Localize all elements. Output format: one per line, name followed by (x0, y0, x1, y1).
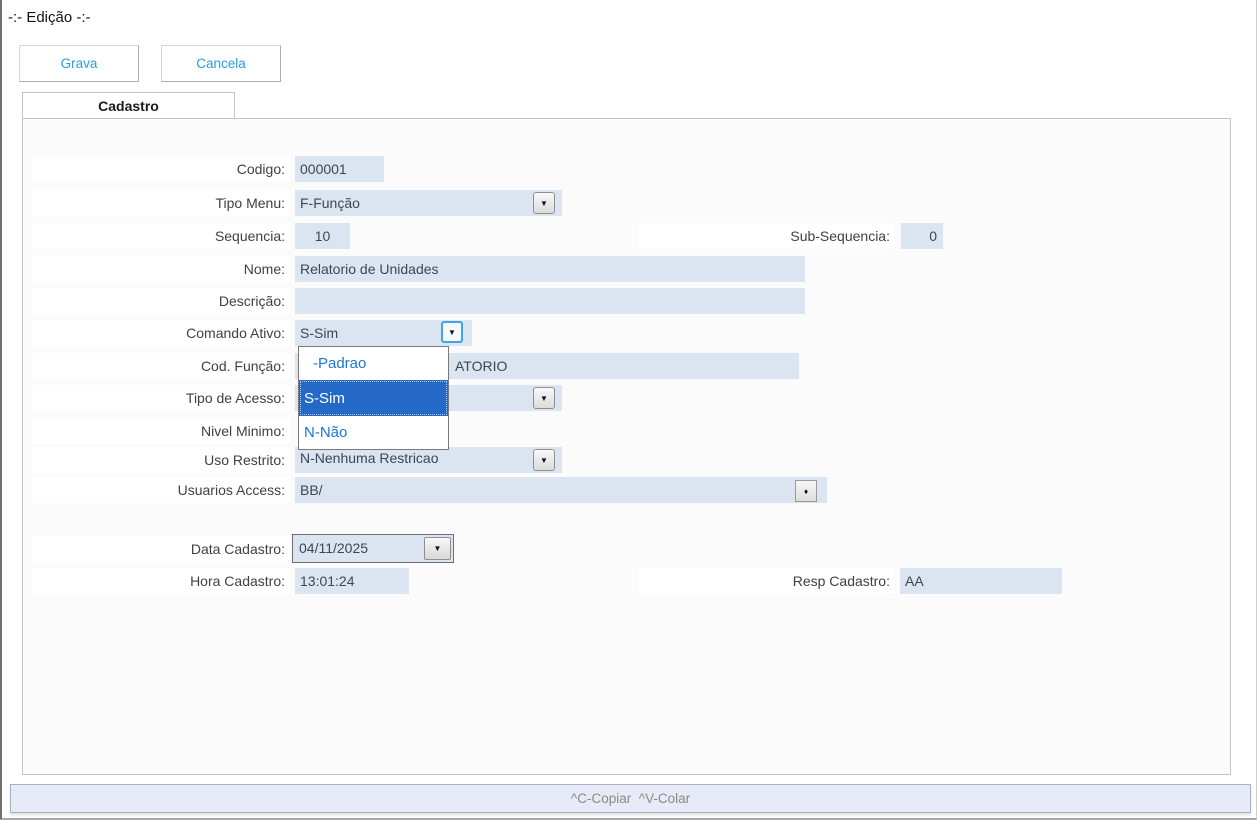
cod-funcao-label: Cod. Função: (32, 353, 290, 379)
data-cadastro-label: Data Cadastro: (32, 536, 290, 562)
uso-restrito-dropdown-button[interactable]: ▼ (533, 449, 555, 471)
chevron-down-icon: ▼ (433, 544, 442, 553)
tipo-acesso-dropdown-button[interactable]: ▼ (533, 387, 555, 409)
tipo-menu-field[interactable]: F-Função (295, 190, 562, 216)
tipo-acesso-label: Tipo de Acesso: (32, 385, 290, 411)
cod-funcao-visible-text: ATORIO (455, 358, 508, 374)
tab-cadastro[interactable]: Cadastro (22, 92, 235, 119)
codigo-field[interactable]: 000001 (295, 156, 384, 182)
sequencia-label: Sequencia: (32, 223, 290, 249)
tipo-menu-dropdown-button[interactable]: ▼ (533, 192, 555, 214)
diamond-icon: ♦ (803, 486, 809, 496)
usuarios-access-field[interactable]: BB/ (295, 477, 827, 503)
usuarios-access-label: Usuarios Access: (32, 477, 290, 503)
data-cadastro-value: 04/11/2025 (299, 540, 369, 556)
data-cadastro-dropdown-button[interactable]: ▼ (424, 537, 451, 560)
chevron-down-icon: ▼ (540, 393, 548, 403)
codigo-label: Codigo: (32, 156, 290, 182)
usuarios-access-browse-button[interactable]: ♦ (795, 480, 817, 502)
nome-label: Nome: (32, 256, 290, 282)
dropdown-option-s-sim[interactable]: S-Sim (299, 380, 448, 416)
tab-cadastro-label: Cadastro (98, 98, 159, 114)
descricao-field[interactable] (295, 288, 805, 314)
hora-cadastro-field[interactable]: 13:01:24 (295, 568, 409, 594)
nivel-minimo-label: Nivel Minimo: (32, 418, 290, 444)
comando-ativo-dropdown-button[interactable]: ▼ (441, 321, 463, 343)
uso-restrito-label: Uso Restrito: (32, 447, 290, 473)
descricao-label: Descrição: (32, 288, 290, 314)
chevron-down-icon: ▼ (540, 198, 548, 208)
chevron-down-icon: ▼ (448, 327, 456, 337)
sub-sequencia-field[interactable]: 0 (901, 223, 943, 249)
comando-ativo-label: Comando Ativo: (32, 320, 290, 346)
status-bar: ^C-Copiar ^V-Colar (10, 784, 1251, 813)
nome-field[interactable]: Relatorio de Unidades (295, 256, 805, 282)
data-cadastro-combo[interactable]: 04/11/2025 ▼ (292, 534, 454, 563)
tipo-menu-label: Tipo Menu: (32, 190, 290, 216)
hora-cadastro-label: Hora Cadastro: (32, 568, 290, 594)
window-title: -:- Edição -:- (8, 9, 91, 26)
dropdown-option-padrao[interactable]: -Padrao (313, 355, 367, 373)
sequencia-field[interactable]: 10 (295, 223, 350, 249)
chevron-down-icon: ▼ (540, 455, 548, 465)
dropdown-option-n-nao[interactable]: N-Não (304, 423, 348, 441)
sub-sequencia-label: Sub-Sequencia: (639, 223, 895, 249)
comando-ativo-dropdown-list: -Padrao S-Sim N-Não (298, 346, 449, 450)
cancela-button[interactable]: Cancela (161, 45, 281, 82)
grava-button[interactable]: Grava (19, 45, 139, 82)
resp-cadastro-field[interactable]: AA (900, 568, 1062, 594)
uso-restrito-field[interactable]: N-Nenhuma Restricao (295, 447, 562, 473)
status-bar-text: ^C-Copiar ^V-Colar (570, 791, 691, 806)
resp-cadastro-label: Resp Cadastro: (639, 568, 895, 594)
